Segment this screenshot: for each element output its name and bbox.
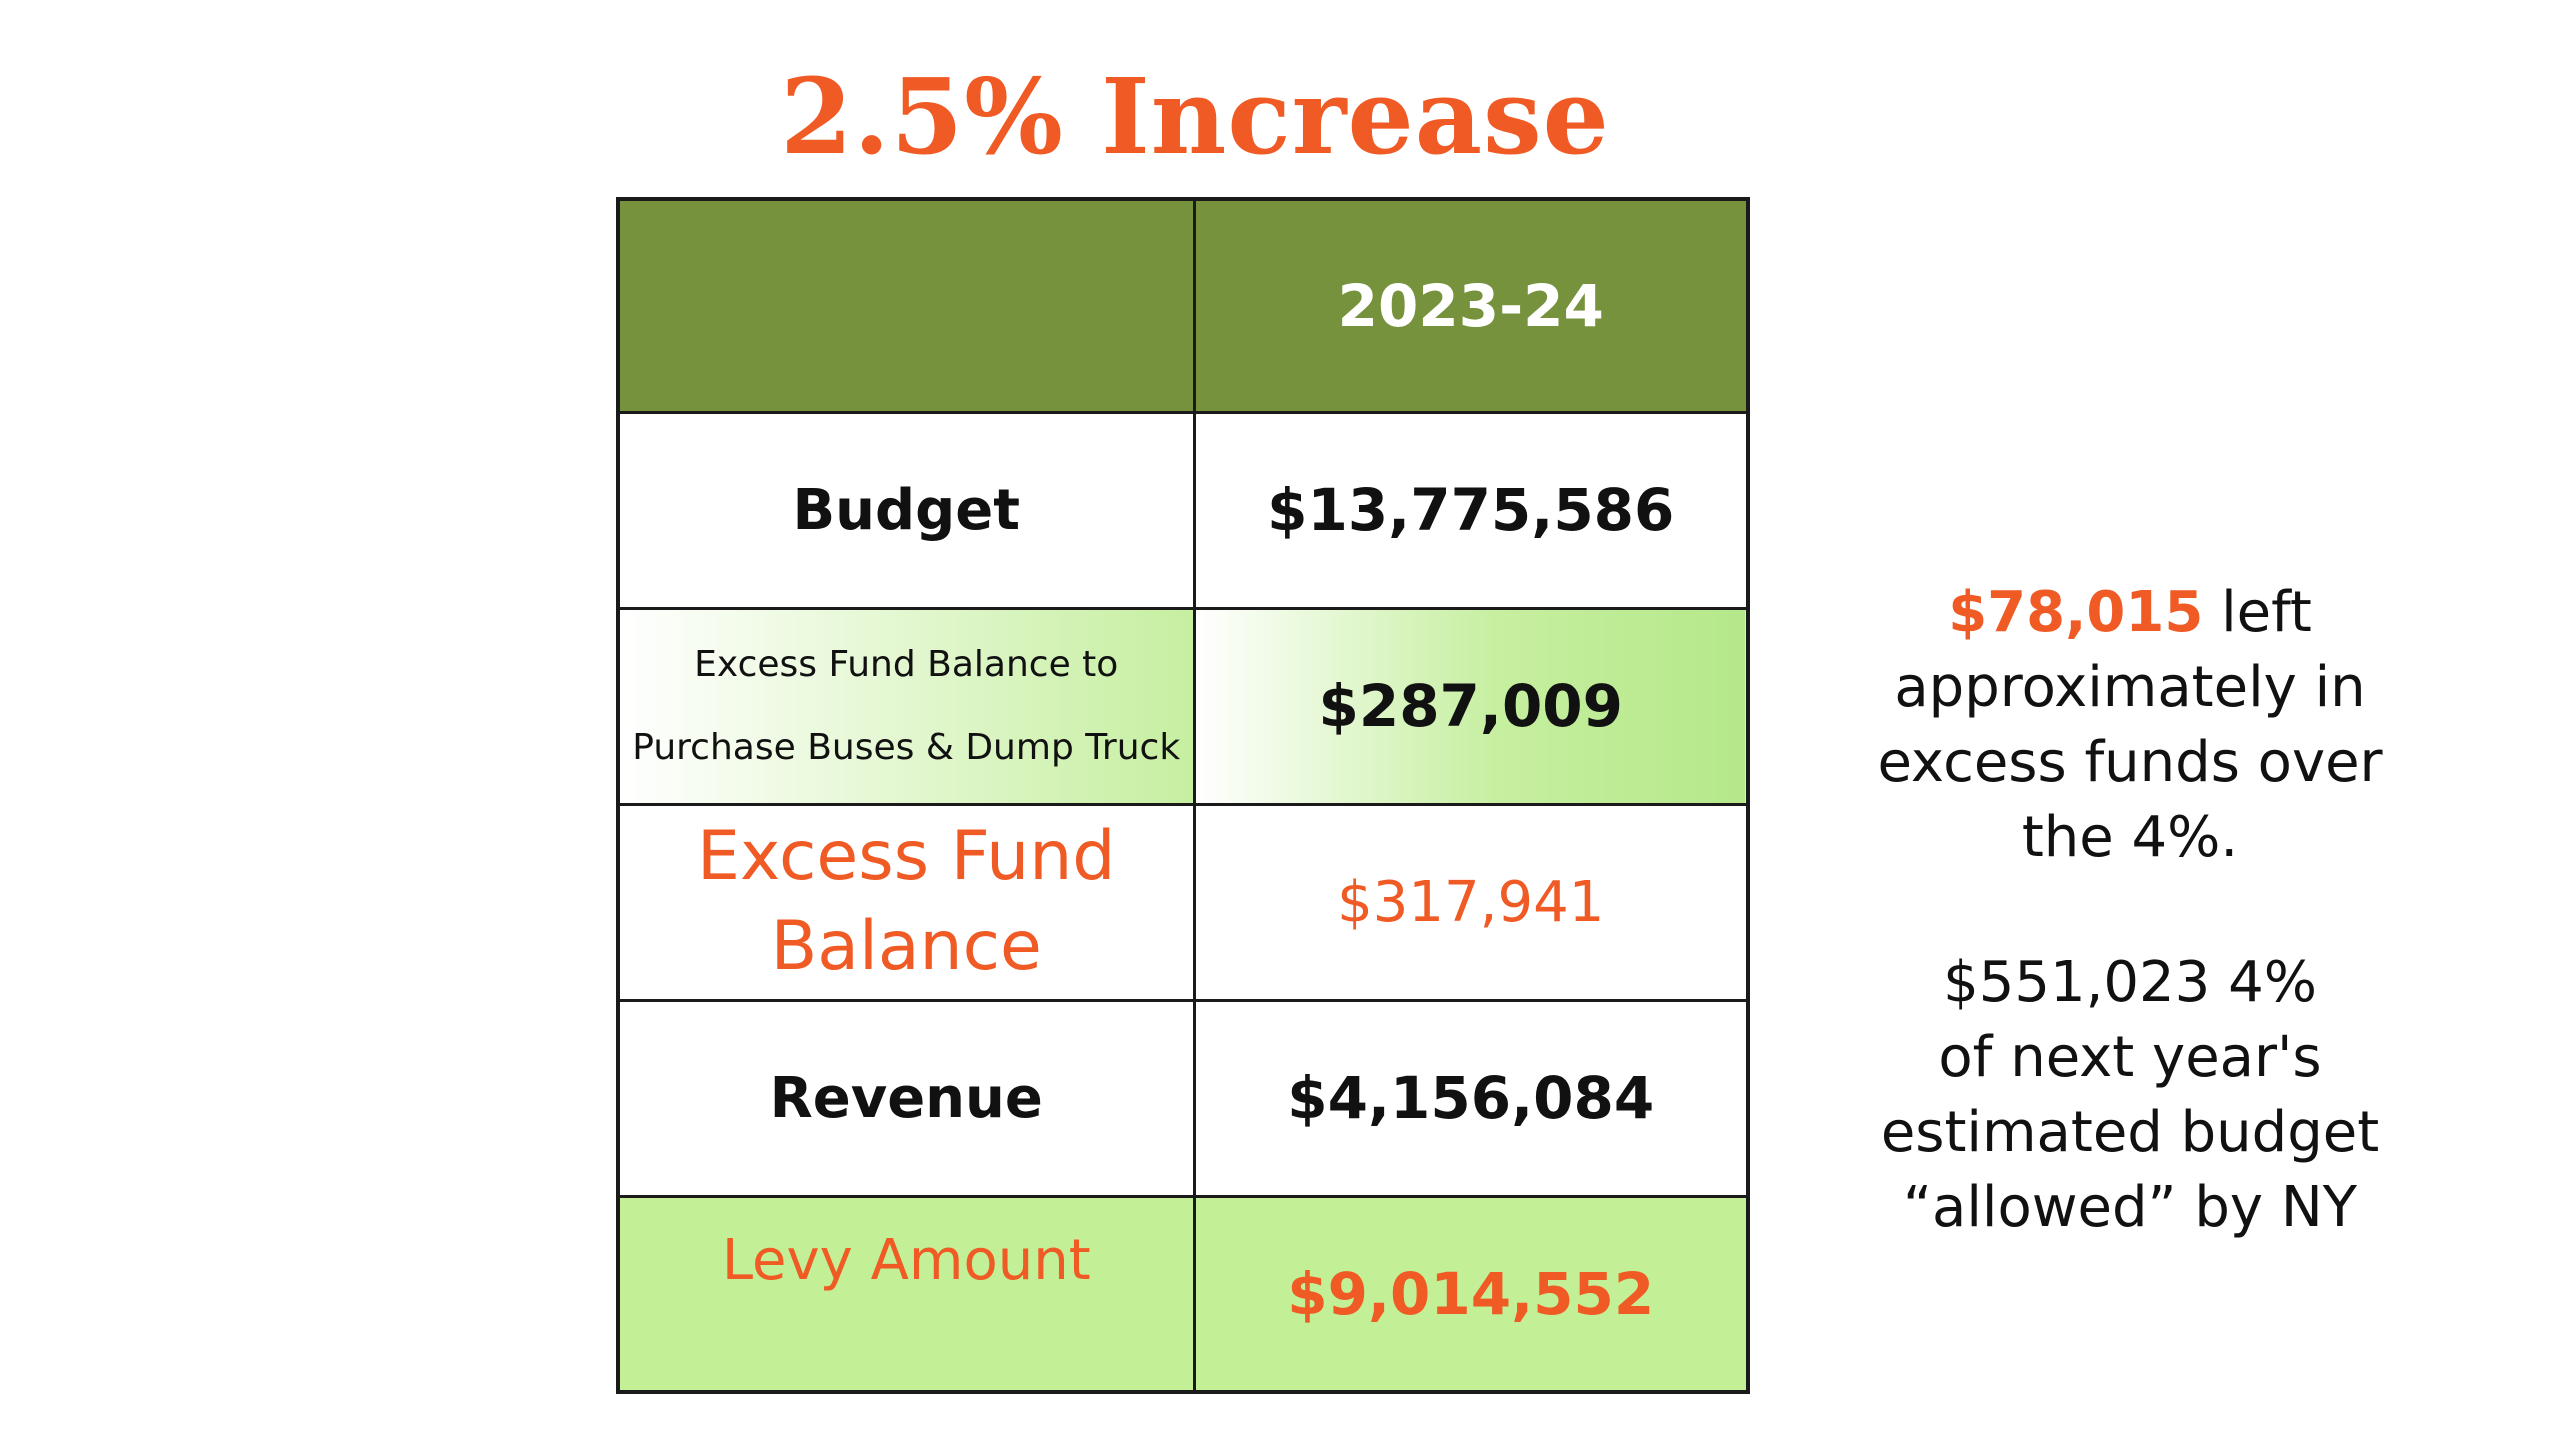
excess-funds-note-line3: excess funds over <box>1877 730 2383 795</box>
table-row-excess-purchase: Excess Fund Balance to Purchase Buses & … <box>616 606 1750 806</box>
levy-value: $9,014,552 <box>1192 1194 1750 1394</box>
header-year-cell: 2023-24 <box>1192 197 1750 414</box>
revenue-label: Revenue <box>616 998 1196 1198</box>
allowed-budget-note-line3: estimated budget <box>1880 1100 2380 1165</box>
excess-funds-note-line4: the 4%. <box>2021 805 2239 870</box>
levy-label: Levy Amount <box>616 1194 1196 1394</box>
excess-funds-note-line1-rest: left <box>2203 580 2312 645</box>
table-row-budget: Budget $13,775,586 <box>616 410 1750 610</box>
table-header-row: 2023-24 <box>616 197 1750 414</box>
allowed-budget-note-line2: of next year's <box>1938 1025 2322 1090</box>
slide-title: 2.5% Increase <box>780 55 1610 178</box>
excess-balance-label-line2: Balance <box>770 907 1042 986</box>
table-row-excess-balance: Excess Fund Balance $317,941 <box>616 802 1750 1002</box>
table-row-levy: Levy Amount $9,014,552 <box>616 1194 1750 1394</box>
allowed-budget-note-line4: “allowed” by NY <box>1903 1175 2357 1240</box>
header-blank-cell <box>616 197 1196 414</box>
excess-balance-value: $317,941 <box>1192 802 1750 1002</box>
excess-balance-label: Excess Fund Balance <box>616 802 1196 1002</box>
revenue-value: $4,156,084 <box>1192 998 1750 1198</box>
excess-purchase-value: $287,009 <box>1192 606 1750 806</box>
excess-funds-note: $78,015 left approximately in excess fun… <box>1820 575 2440 875</box>
allowed-budget-note-line1: $551,023 4% <box>1943 950 2317 1015</box>
excess-purchase-label-line2: Purchase Buses & Dump Truck <box>632 727 1181 768</box>
allowed-budget-note: $551,023 4% of next year's estimated bud… <box>1820 945 2440 1245</box>
budget-table: 2023-24 Budget $13,775,586 Excess Fund B… <box>616 197 1750 1394</box>
excess-purchase-label-line1: Excess Fund Balance to <box>694 644 1119 685</box>
table-row-revenue: Revenue $4,156,084 <box>616 998 1750 1198</box>
excess-purchase-label: Excess Fund Balance to Purchase Buses & … <box>616 606 1196 806</box>
budget-label: Budget <box>616 410 1196 610</box>
excess-funds-note-line2: approximately in <box>1894 655 2366 720</box>
budget-value: $13,775,586 <box>1192 410 1750 610</box>
excess-funds-amount: $78,015 <box>1948 580 2204 645</box>
excess-balance-label-line1: Excess Fund <box>697 817 1116 896</box>
excess-funds-note-line1: $78,015 left <box>1820 575 2440 650</box>
